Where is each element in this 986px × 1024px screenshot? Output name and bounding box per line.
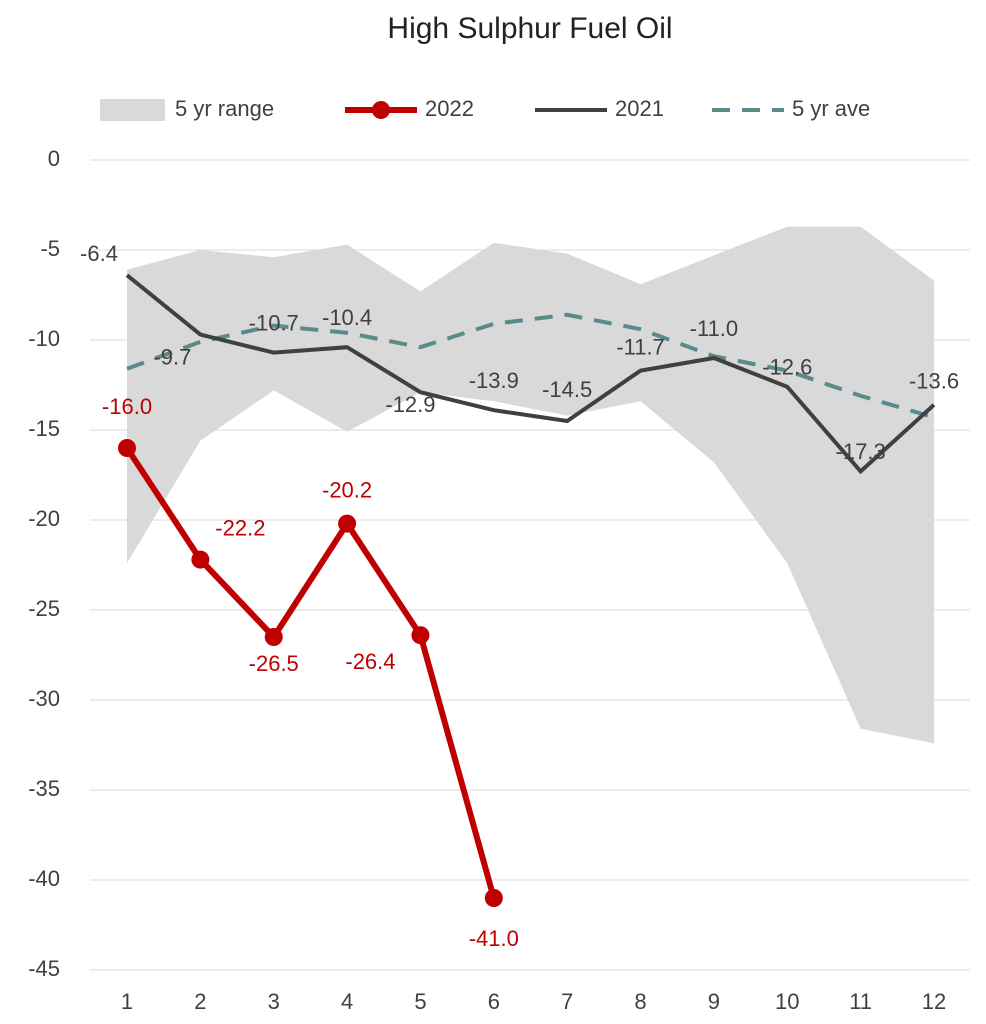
series-line	[124, 446, 497, 899]
data-label: -10.7	[249, 310, 299, 335]
data-label: -11.7	[616, 334, 665, 359]
x-tick-label: 1	[121, 989, 133, 1014]
point	[118, 439, 136, 457]
y-tick-label: 0	[48, 146, 60, 171]
x-tick-label: 9	[708, 989, 720, 1014]
legend-swatch	[372, 101, 390, 119]
data-label: -17.3	[836, 439, 886, 464]
chart-title: High Sulphur Fuel Oil	[387, 12, 672, 45]
data-label: -26.4	[345, 649, 395, 674]
x-tick-label: 10	[775, 989, 799, 1014]
y-tick-label: -45	[28, 956, 60, 981]
data-label: -12.6	[762, 355, 812, 380]
data-label: -16.0	[102, 394, 152, 419]
y-tick-label: -20	[28, 506, 60, 531]
data-label: -22.2	[215, 515, 265, 540]
data-label: -26.5	[249, 651, 299, 676]
data-label: -41.0	[469, 926, 519, 951]
y-tick-label: -25	[28, 596, 60, 621]
x-tick-label: 12	[922, 989, 946, 1014]
data-label: -20.2	[322, 477, 372, 502]
x-tick-label: 6	[488, 989, 500, 1014]
data-label: -12.9	[385, 392, 435, 417]
point	[484, 889, 503, 907]
data-label: -11.0	[690, 316, 739, 341]
legend-label: 5 yr range	[175, 96, 274, 121]
y-tick-label: -10	[28, 326, 60, 351]
x-tick-label: 3	[268, 989, 280, 1014]
x-tick-label: 5	[414, 989, 426, 1014]
x-tick-label: 2	[194, 989, 206, 1014]
x-tick-label: 8	[634, 989, 646, 1014]
legend-label: 5 yr ave	[792, 96, 870, 121]
legend-label: 2022	[425, 96, 474, 121]
x-tick-label: 4	[341, 989, 353, 1014]
legend-label: 2021	[615, 96, 664, 121]
data-label: -13.6	[909, 369, 959, 394]
range-band	[127, 226, 934, 744]
series-line	[126, 312, 935, 420]
x-tick-label: 7	[561, 989, 573, 1014]
data-label: -10.4	[322, 305, 372, 330]
x-tick-label: 11	[849, 989, 872, 1014]
legend-swatch	[100, 99, 165, 121]
y-tick-label: -40	[28, 866, 60, 891]
y-tick-label: -15	[28, 416, 60, 441]
data-label: -14.5	[542, 377, 592, 402]
point	[264, 628, 283, 646]
point	[411, 626, 430, 645]
point	[338, 514, 357, 533]
y-tick-label: -30	[28, 686, 60, 711]
point	[191, 550, 210, 569]
y-tick-label: -5	[40, 236, 60, 261]
data-label: -13.9	[469, 368, 519, 393]
y-tick-label: -35	[28, 776, 60, 801]
series-line	[125, 273, 936, 475]
data-label: -6.4	[80, 241, 118, 266]
data-label: -9.7	[153, 344, 191, 369]
